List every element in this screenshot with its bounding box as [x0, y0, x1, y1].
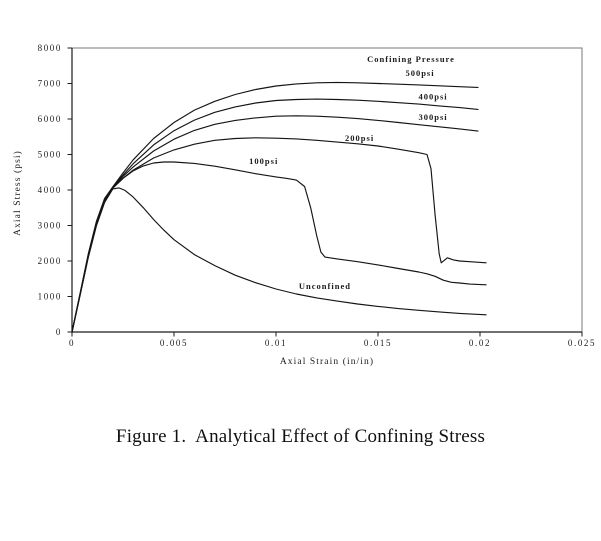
- x-tick-label: 0.01: [265, 338, 287, 348]
- x-axis-title: Axial Strain (in/in): [280, 356, 374, 367]
- y-axis-title: Axial Stress (psi): [12, 150, 23, 236]
- curve-label-200psi: 200psi: [345, 133, 374, 143]
- curve-300psi: [71, 115, 479, 333]
- curve-label-500psi: 500psi: [405, 68, 434, 78]
- curve-500psi: [71, 81, 479, 333]
- curve-label-400psi: 400psi: [419, 91, 448, 101]
- curve-unconfined: [71, 187, 487, 333]
- x-tick-label: 0: [69, 338, 75, 348]
- curve-label-300psi: 300psi: [419, 112, 448, 122]
- curve-100psi: [71, 161, 487, 333]
- legend-title: Confining Pressure: [367, 54, 455, 64]
- curve-label-100psi: 100psi: [249, 156, 278, 166]
- y-tick-label: 4000: [38, 185, 62, 195]
- x-tick-label: 0.005: [160, 338, 188, 348]
- x-tick-label: 0.015: [364, 338, 392, 348]
- y-tick-label: 5000: [38, 150, 62, 160]
- y-tick-label: 3000: [38, 221, 62, 231]
- y-tick-label: 2000: [38, 256, 62, 266]
- y-tick-label: 7000: [38, 79, 62, 89]
- confining-stress-chart: 0 0.005 0.01 0.015 0.02 0.025 0 1000 2000 3000 400…: [12, 43, 596, 367]
- curve-200psi: [71, 137, 487, 333]
- x-tick-label: 0.02: [469, 338, 491, 348]
- figure-caption: Figure 1. Analytical Effect of Confining…: [115, 426, 486, 447]
- curve-label-unconfined: Unconfined: [299, 281, 351, 291]
- y-tick-label: 8000: [38, 43, 62, 53]
- y-tick-label: 1000: [38, 292, 62, 302]
- curve-400psi: [71, 98, 479, 333]
- x-tick-label: 0.025: [568, 338, 596, 348]
- y-tick-label: 0: [56, 327, 62, 337]
- y-tick-label: 6000: [38, 114, 62, 124]
